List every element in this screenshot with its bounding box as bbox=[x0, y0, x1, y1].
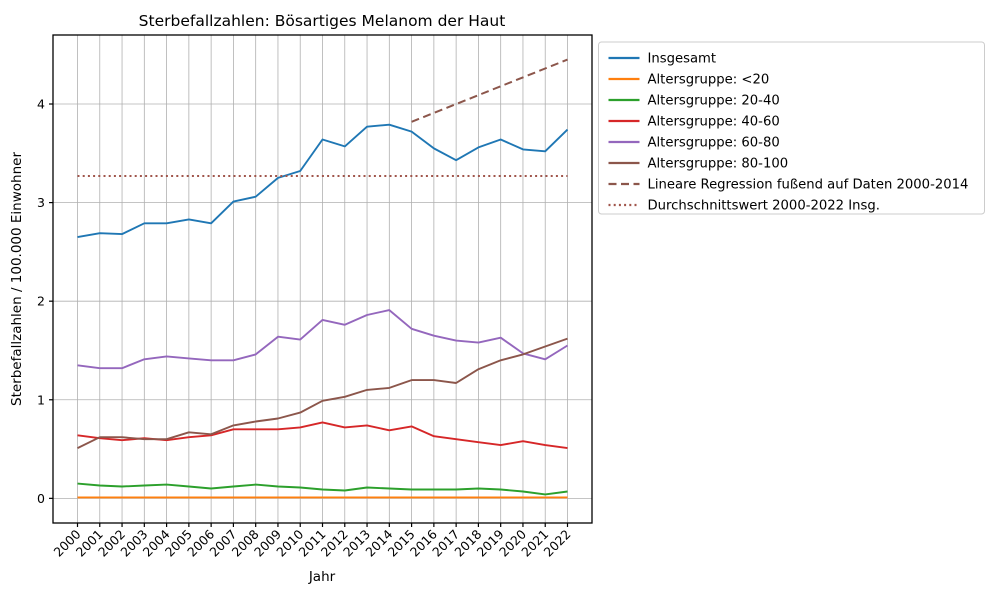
series-line-altersgruppe-80-100 bbox=[77, 337, 568, 449]
series-line-altersgruppe-60-80 bbox=[77, 309, 568, 370]
legend-entry: Durchschnittswert 2000-2022 Insg. bbox=[608, 199, 880, 214]
legend-entry: Altersgruppe: 80-100 bbox=[608, 157, 789, 172]
legend-entry: Altersgruppe: 20-40 bbox=[608, 94, 780, 109]
legend-entry: Altersgruppe: 60-80 bbox=[608, 136, 780, 151]
chart-title: Sterbefallzahlen: Bösartiges Melanom der… bbox=[139, 12, 506, 30]
x-axis-label: Jahr bbox=[308, 569, 336, 585]
legend-label: Altersgruppe: 80-100 bbox=[648, 157, 789, 172]
legend-box bbox=[598, 41, 985, 215]
y-tick-label: 2 bbox=[37, 294, 45, 309]
y-axis-label: Sterbefallzahlen / 100.000 Einwohner bbox=[9, 152, 25, 406]
legend-label: Altersgruppe: 40-60 bbox=[648, 115, 780, 130]
series-group bbox=[77, 58, 569, 499]
series-line-insgesamt bbox=[77, 123, 569, 239]
legend-label: Lineare Regression fußend auf Daten 2000… bbox=[648, 178, 969, 193]
legend-label: Durchschnittswert 2000-2022 Insg. bbox=[648, 199, 880, 214]
legend-entry: Insgesamt bbox=[608, 52, 717, 67]
legend-entry: Altersgruppe: <20 bbox=[608, 73, 770, 88]
y-tick-label: 4 bbox=[37, 97, 45, 112]
y-tick-label: 3 bbox=[37, 195, 45, 210]
legend: Insgesamt Altersgruppe: <20 Altersgruppe: … bbox=[598, 41, 985, 215]
legend-label: Altersgruppe: <20 bbox=[648, 73, 770, 88]
grid-group bbox=[53, 35, 592, 523]
legend-entry: Altersgruppe: 40-60 bbox=[608, 115, 780, 130]
legend-entry: Lineare Regression fußend auf Daten 2000… bbox=[608, 178, 969, 193]
y-tick-label: 1 bbox=[37, 392, 45, 407]
series-line-altersgruppe-20-40 bbox=[77, 482, 568, 496]
tick-group: 2000200120022003200420052006200720082009… bbox=[37, 97, 574, 560]
legend-label: Altersgruppe: 20-40 bbox=[648, 94, 780, 109]
series-line-lineare-regression-fu-end-auf-daten-2000-2014 bbox=[411, 58, 568, 123]
y-tick-label: 0 bbox=[37, 491, 45, 506]
legend-label: Insgesamt bbox=[648, 52, 717, 67]
legend-label: Altersgruppe: 60-80 bbox=[648, 136, 780, 151]
